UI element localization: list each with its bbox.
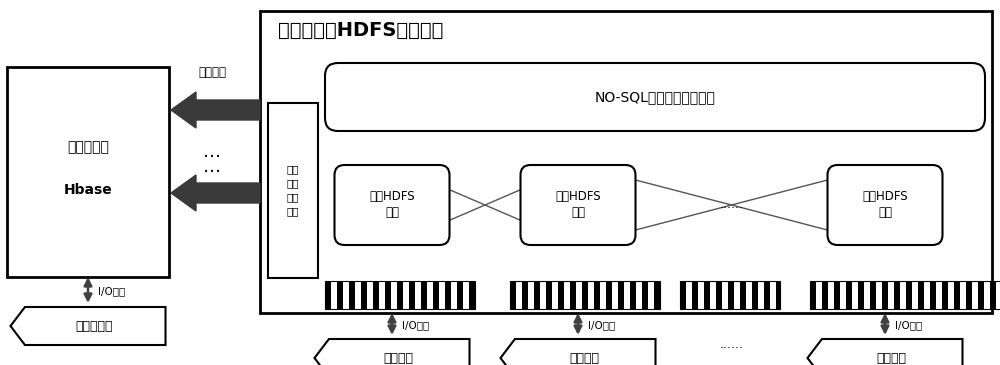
Bar [421, 281, 427, 309]
Bar [534, 281, 540, 309]
Bar [457, 281, 463, 309]
Bar [7, 67, 169, 277]
Bar [846, 281, 852, 309]
Bar [385, 281, 391, 309]
Bar [966, 281, 972, 309]
Text: 海量数据库: 海量数据库 [67, 140, 109, 154]
Bar [546, 281, 552, 309]
Bar [822, 281, 828, 309]
Bar [582, 281, 588, 309]
Bar [858, 281, 864, 309]
FancyBboxPatch shape [325, 63, 985, 131]
FancyBboxPatch shape [828, 165, 943, 245]
Text: I/O通道: I/O通道 [588, 320, 615, 330]
FancyBboxPatch shape [520, 165, 636, 245]
Bar [522, 281, 528, 309]
Bar [680, 281, 780, 309]
Bar [606, 281, 612, 309]
Text: Hbase: Hbase [64, 183, 112, 197]
Bar [740, 281, 746, 309]
Bar [268, 103, 318, 278]
FancyBboxPatch shape [334, 165, 449, 245]
Text: 视频数据: 视频数据 [876, 351, 906, 365]
Bar [510, 281, 516, 309]
Polygon shape [10, 307, 166, 345]
Bar [692, 281, 698, 309]
Text: 结构化数据: 结构化数据 [75, 319, 113, 333]
Bar [325, 281, 331, 309]
Text: I/O通道: I/O通道 [98, 286, 125, 296]
Bar [594, 281, 600, 309]
Polygon shape [501, 339, 656, 365]
Bar [433, 281, 439, 309]
Text: ......: ...... [720, 338, 744, 351]
Bar [361, 281, 367, 309]
Bar [260, 11, 992, 313]
Text: 非结构数据HDFS存储管理: 非结构数据HDFS存储管理 [278, 21, 443, 40]
Bar [752, 281, 758, 309]
Bar [654, 281, 660, 309]
Bar [642, 281, 648, 309]
Text: …: … [203, 158, 221, 176]
Text: 文本数据: 文本数据 [383, 351, 413, 365]
Polygon shape [314, 339, 470, 365]
Bar [894, 281, 900, 309]
Bar [397, 281, 403, 309]
Bar [942, 281, 948, 309]
Text: NO-SQL非结构文件索引库: NO-SQL非结构文件索引库 [595, 90, 715, 104]
Bar [930, 281, 936, 309]
Bar [349, 281, 355, 309]
Polygon shape [807, 339, 962, 365]
Bar [409, 281, 415, 309]
Bar [954, 281, 960, 309]
Text: …: … [203, 143, 221, 161]
Text: 文本HDFS
存储: 文本HDFS 存储 [369, 191, 415, 219]
Text: I/O通道: I/O通道 [402, 320, 429, 330]
Bar [445, 281, 451, 309]
Bar [337, 281, 343, 309]
Bar [978, 281, 984, 309]
Bar [325, 281, 475, 309]
Text: 图片数据: 图片数据 [569, 351, 599, 365]
Bar [764, 281, 770, 309]
FancyArrow shape [171, 92, 260, 128]
Bar [870, 281, 876, 309]
Bar [918, 281, 924, 309]
Bar [810, 281, 816, 309]
Bar [570, 281, 576, 309]
Text: 图片HDFS
存储: 图片HDFS 存储 [555, 191, 601, 219]
Bar [630, 281, 636, 309]
Bar [906, 281, 912, 309]
Bar [728, 281, 734, 309]
Text: ......: ...... [720, 199, 744, 211]
Text: 视频HDFS
存储: 视频HDFS 存储 [862, 191, 908, 219]
Bar [373, 281, 379, 309]
FancyArrow shape [171, 175, 260, 211]
Bar [810, 281, 1000, 309]
Bar [990, 281, 996, 309]
Bar [618, 281, 624, 309]
Bar [469, 281, 475, 309]
Bar [716, 281, 722, 309]
Bar [882, 281, 888, 309]
Text: 文件
特征
访问
接口: 文件 特征 访问 接口 [287, 165, 299, 216]
Text: I/O通道: I/O通道 [895, 320, 922, 330]
Bar [834, 281, 840, 309]
Bar [704, 281, 710, 309]
Bar [558, 281, 564, 309]
Bar [510, 281, 660, 309]
Bar [776, 281, 780, 309]
Bar [680, 281, 686, 309]
Text: 特征抽取: 特征抽取 [198, 66, 226, 80]
